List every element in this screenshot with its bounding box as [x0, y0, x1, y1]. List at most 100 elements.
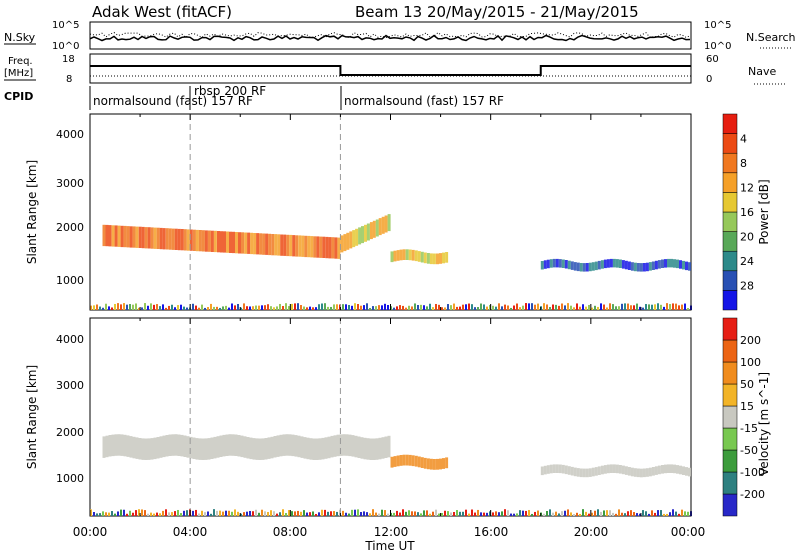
- scatter-band: [567, 466, 571, 475]
- scatter-band: [576, 262, 580, 272]
- scatter-band: [147, 227, 151, 249]
- scatter-band: [360, 437, 364, 459]
- noise-mark: [612, 512, 614, 516]
- scatter-band: [229, 231, 232, 253]
- noise-mark: [117, 511, 119, 516]
- scatter-band: [642, 263, 646, 272]
- scatter-band: [682, 260, 685, 270]
- noise-mark: [120, 304, 122, 310]
- scatter-band: [579, 468, 583, 478]
- scatter-band: [402, 249, 406, 260]
- scatter-band: [228, 434, 232, 456]
- cpid-label: CPID: [4, 90, 33, 103]
- scatter-band: [561, 259, 565, 268]
- scatter-band: [195, 229, 199, 252]
- noise-mark: [309, 512, 311, 516]
- scatter-band: [313, 236, 317, 258]
- noise-mark: [405, 511, 407, 516]
- nsky-series: [89, 34, 691, 42]
- scatter-band: [117, 434, 121, 456]
- scatter-band: [411, 455, 415, 467]
- noise-mark: [252, 511, 254, 516]
- scatter-band: [207, 438, 211, 460]
- nsky-tick-top: 10^5: [52, 20, 79, 31]
- scatter-band: [594, 467, 598, 476]
- noise-mark: [198, 513, 200, 516]
- noise-mark: [606, 307, 608, 310]
- noise-mark: [522, 510, 524, 516]
- noise-mark: [99, 306, 101, 310]
- colorbar-cell: [722, 427, 738, 451]
- noise-mark: [96, 304, 98, 310]
- colorbar-cell: [722, 270, 738, 291]
- scatter-band: [624, 466, 628, 475]
- scatter-band: [346, 232, 350, 250]
- noise-mark: [597, 306, 599, 310]
- noise-mark: [315, 513, 317, 516]
- noise-mark: [324, 303, 326, 310]
- scatter-band: [606, 464, 610, 474]
- scatter-band: [402, 454, 406, 466]
- scatter-band: [274, 234, 278, 256]
- scatter-band: [268, 233, 272, 256]
- colorbar-cell: [722, 231, 738, 252]
- scatter-band: [264, 438, 268, 460]
- x-tick: 16:00: [474, 525, 509, 539]
- scatter-band: [369, 438, 373, 460]
- noise-mark: [276, 306, 278, 310]
- scatter-band: [679, 260, 682, 269]
- scatter-band: [603, 259, 607, 269]
- noise-mark: [366, 512, 368, 516]
- noise-mark: [312, 511, 314, 516]
- scatter-band: [405, 249, 409, 260]
- noise-mark: [483, 512, 485, 516]
- noise-mark: [285, 512, 287, 516]
- scatter-band: [256, 233, 260, 255]
- noise-mark: [678, 513, 680, 516]
- scatter-band: [141, 438, 145, 460]
- scatter-band: [667, 258, 670, 268]
- scatter-band: [244, 232, 248, 254]
- scatter-band: [405, 454, 409, 466]
- noise-mark: [303, 510, 305, 516]
- scatter-band: [129, 436, 133, 458]
- scatter-band: [688, 262, 691, 271]
- scatter-band: [432, 459, 436, 470]
- noise-mark: [462, 511, 464, 516]
- scatter-band: [354, 435, 358, 458]
- scatter-band: [291, 434, 295, 457]
- scatter-band: [186, 436, 190, 458]
- noise-mark: [579, 513, 581, 516]
- noise-mark: [612, 304, 614, 310]
- scatter-band: [552, 464, 556, 473]
- noise-mark: [123, 303, 125, 310]
- scatter-band: [226, 231, 229, 253]
- noise-mark: [402, 305, 404, 310]
- noise-mark: [342, 510, 344, 516]
- noise-mark: [129, 304, 131, 310]
- noise-mark: [201, 510, 203, 516]
- noise-mark: [111, 307, 113, 310]
- nave-label: Nave: [748, 65, 776, 78]
- scatter-band: [618, 259, 622, 268]
- noise-mark: [501, 511, 503, 516]
- noise-mark: [546, 304, 548, 310]
- scatter-band: [414, 455, 418, 467]
- noise-mark: [324, 509, 326, 516]
- scatter-band: [396, 250, 400, 261]
- scatter-band: [298, 235, 302, 257]
- noise-mark: [261, 305, 263, 310]
- noise-mark: [513, 513, 515, 516]
- scatter-band: [679, 465, 682, 475]
- colorbar-cell: [722, 449, 738, 473]
- scatter-band: [615, 259, 619, 268]
- scatter-band: [273, 436, 277, 458]
- noise-mark: [555, 304, 557, 310]
- cpid-segment-1: normalsound (fast) 157 RF: [93, 94, 253, 108]
- noise-mark: [213, 509, 215, 516]
- scatter-band: [366, 438, 370, 460]
- noise-mark: [300, 305, 302, 310]
- colorbar-cell: [722, 290, 738, 311]
- noise-mark: [363, 305, 365, 310]
- scatter-band: [159, 227, 163, 250]
